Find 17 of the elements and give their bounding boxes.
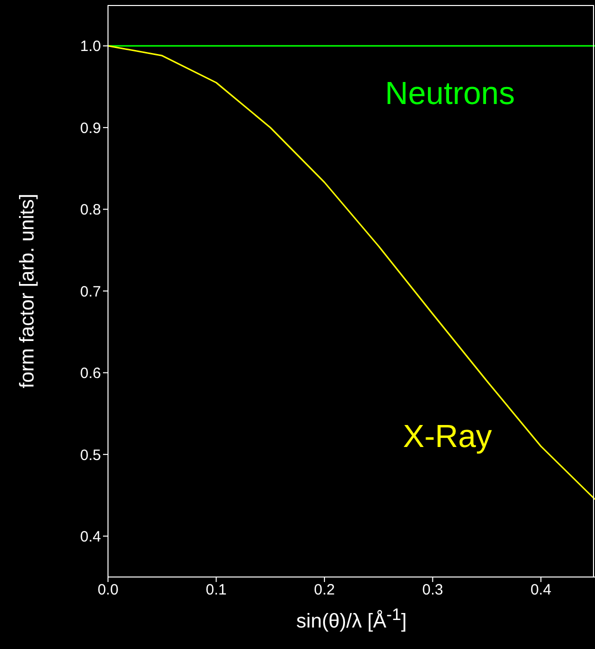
- x-tick-label: 0.4: [530, 582, 552, 599]
- x-tick-label: 0.1: [206, 582, 227, 599]
- y-tick-label: 1.0: [80, 38, 101, 56]
- y-tick-label: 0.4: [80, 528, 101, 546]
- x-tick-label: 0.2: [314, 582, 335, 599]
- x-tick-label: 0.0: [98, 582, 118, 599]
- x-tick-label: 0.3: [422, 582, 444, 599]
- y-tick-label: 0.8: [80, 202, 101, 219]
- line-series: [108, 45, 595, 500]
- y-tick-label: 0.5: [80, 446, 101, 464]
- y-tick-label: 0.7: [80, 283, 101, 300]
- series-label: Neutrons: [385, 75, 515, 112]
- y-tick-label: 0.6: [80, 365, 101, 382]
- y-tick-label: 0.9: [80, 120, 101, 137]
- series-label: X-Ray: [403, 418, 492, 455]
- x-axis-title: sin(θ)/λ [Å$^{-1}$]: [295, 605, 408, 634]
- y-axis-title: form factor [arb. units]: [16, 194, 40, 388]
